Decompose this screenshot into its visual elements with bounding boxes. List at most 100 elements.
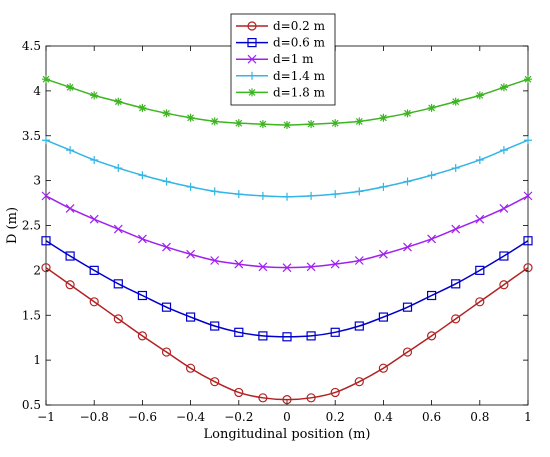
series-5 (42, 75, 532, 129)
legend-marker (247, 37, 257, 48)
x-tick-label: 0 (283, 410, 291, 424)
data-point (210, 377, 220, 387)
data-point (378, 249, 388, 259)
data-point (89, 297, 99, 307)
data-point (162, 177, 171, 186)
data-point (258, 120, 267, 129)
data-point (306, 331, 316, 341)
data-point (523, 263, 533, 273)
data-point (258, 191, 267, 200)
data-point (234, 259, 244, 269)
y-tick-label: 0.5 (22, 398, 41, 412)
y-tick-label: 3 (33, 174, 41, 188)
data-point (137, 234, 147, 244)
legend-item: d=1.8 m (236, 85, 326, 99)
legend-label: d=0.6 m (273, 36, 326, 50)
data-point (162, 242, 171, 252)
data-point (162, 109, 171, 118)
x-tick-label: −0.2 (224, 410, 253, 424)
data-point (66, 83, 75, 92)
data-point (427, 103, 436, 112)
x-tick-label: 0.2 (326, 410, 345, 424)
data-point (114, 164, 123, 173)
data-point (66, 146, 75, 155)
data-point (330, 387, 340, 398)
data-point (234, 119, 243, 128)
data-point (41, 263, 51, 273)
data-point (137, 290, 147, 301)
data-point (283, 120, 291, 129)
data-point (41, 191, 51, 201)
legend-label: d=1.8 m (273, 85, 326, 99)
data-point (186, 363, 196, 373)
data-point (524, 136, 532, 145)
data-point (354, 377, 364, 387)
x-tick-label: −1 (37, 410, 55, 424)
data-point (475, 297, 485, 307)
legend-item: d=0.2 m (236, 19, 326, 33)
legend-item: d=1 m (236, 52, 314, 66)
data-point (331, 190, 340, 199)
data-point (354, 321, 364, 331)
data-point (379, 182, 388, 191)
data-point (451, 97, 460, 106)
data-point (42, 75, 50, 84)
x-tick-label: −0.6 (128, 410, 157, 424)
data-point (355, 117, 364, 126)
data-point (258, 331, 268, 341)
series-3 (41, 191, 533, 273)
data-point (306, 262, 316, 272)
data-point (258, 262, 268, 272)
data-point (161, 302, 172, 312)
y-tick-label: 3.5 (22, 129, 41, 143)
y-tick-label: 2.5 (22, 219, 41, 233)
legend-marker (248, 71, 256, 80)
data-point (307, 120, 316, 129)
data-point (403, 109, 412, 118)
x-tick-label: 0.4 (374, 410, 393, 424)
data-point (138, 103, 147, 112)
legend-item: d=0.6 m (236, 36, 326, 50)
data-point (210, 256, 220, 265)
data-point (523, 236, 533, 246)
x-tick-label: 1 (524, 410, 532, 424)
data-point (403, 242, 412, 252)
data-point (427, 234, 437, 244)
data-point (113, 224, 123, 234)
legend: d=0.2 m d=0.6 m d=1 m d=1.4 m d=1.8 m (230, 13, 336, 106)
data-point (89, 265, 99, 275)
data-point (307, 191, 316, 200)
legend-marker (247, 21, 257, 31)
data-point (499, 280, 509, 290)
data-point (378, 363, 388, 373)
y-tick-label: 4.5 (22, 39, 41, 53)
y-tick-label: 1.5 (22, 308, 41, 322)
data-point (41, 236, 51, 246)
data-point (282, 263, 292, 273)
data-point (113, 279, 123, 289)
data-point (283, 192, 291, 201)
legend-label: d=1 m (273, 52, 314, 66)
series-1 (41, 263, 533, 405)
data-point (90, 91, 99, 100)
series-line (45, 240, 529, 338)
y-tick-label: 1 (33, 353, 41, 367)
data-point (234, 327, 244, 337)
data-point (330, 327, 340, 337)
data-point (210, 187, 219, 196)
data-point (42, 136, 50, 145)
data-point (475, 155, 484, 164)
x-tick-label: −0.4 (176, 410, 206, 424)
data-point (524, 75, 532, 84)
data-point (451, 164, 460, 173)
data-point (65, 280, 75, 290)
data-point (113, 314, 123, 324)
y-tick-label: 4 (33, 84, 41, 98)
data-point (65, 204, 75, 213)
x-tick-label: 0.6 (422, 410, 441, 424)
data-point (378, 312, 388, 322)
data-point (403, 177, 412, 186)
data-point (89, 214, 99, 224)
legend-label: d=1.4 m (273, 69, 326, 83)
